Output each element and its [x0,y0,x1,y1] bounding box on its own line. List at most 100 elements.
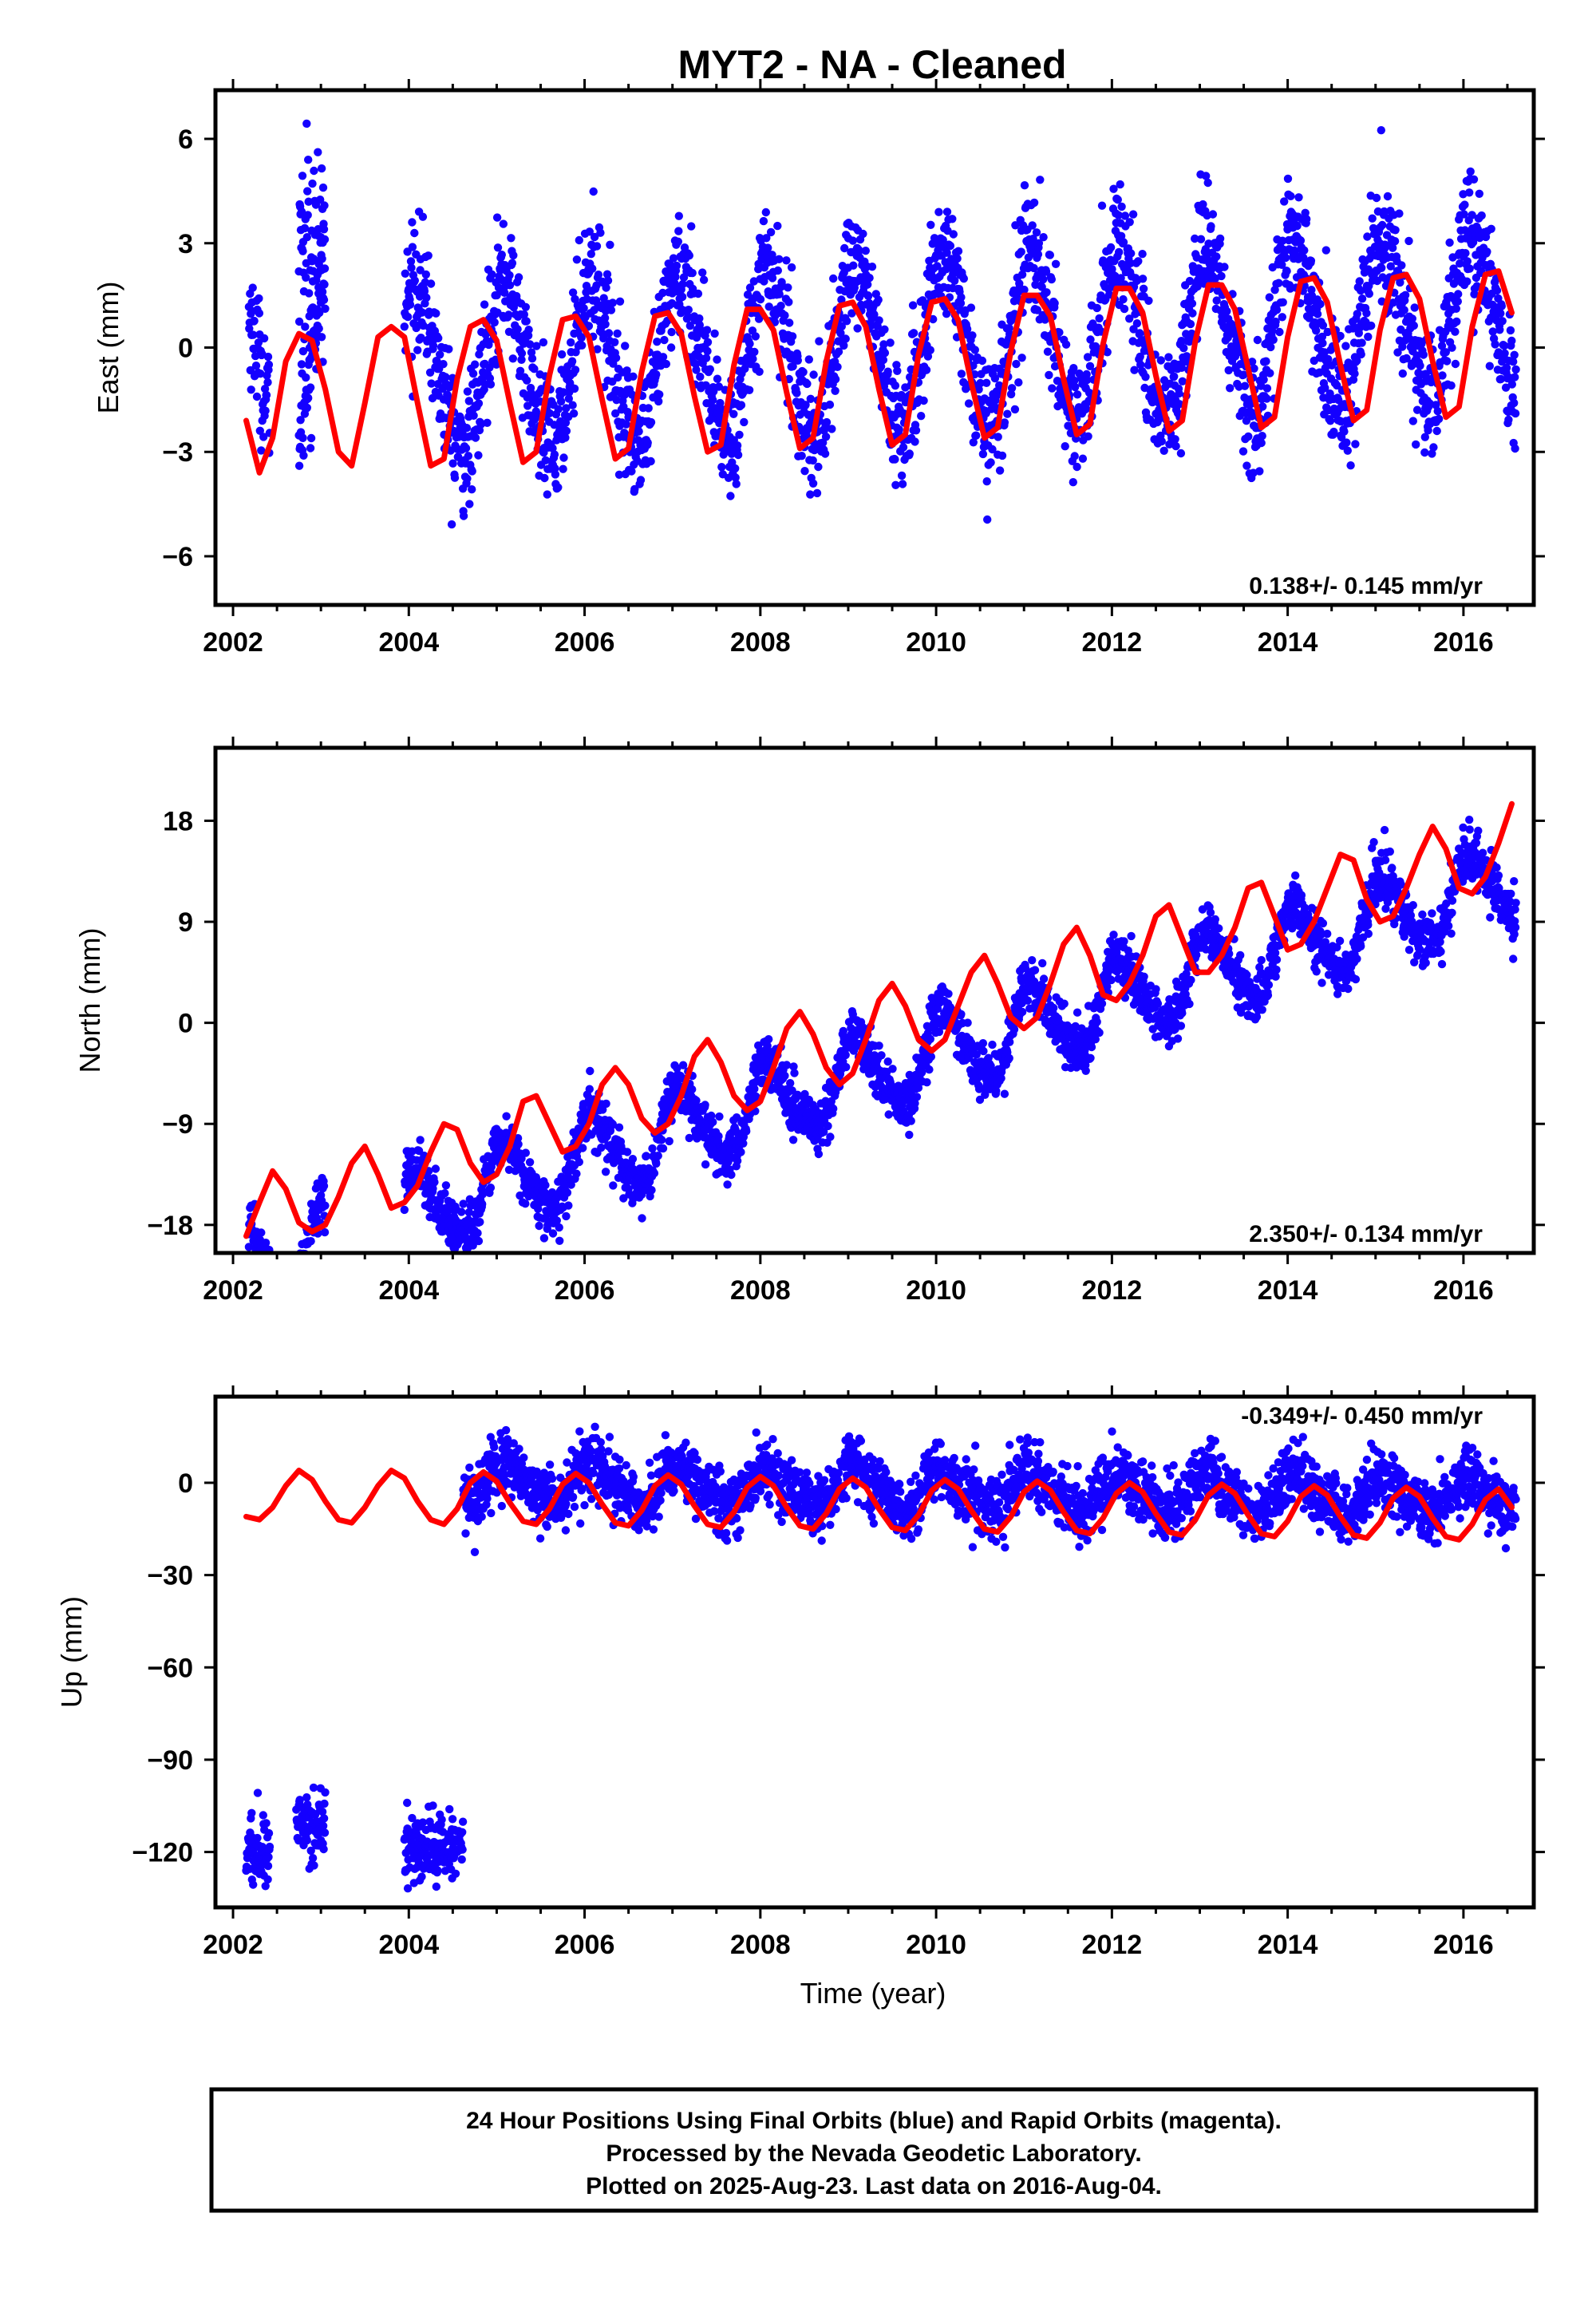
east-data-point [463,387,472,396]
east-data-point [1051,259,1061,268]
north-data-point [478,1190,487,1199]
east-x-tick-label: 2008 [730,627,791,658]
north-data-point [296,1268,304,1276]
east-data-point [1492,286,1502,295]
north-data-point [249,1258,257,1266]
east-data-point [1488,327,1497,336]
east-data-point [875,316,883,325]
east-data-point [1095,314,1104,323]
east-data-point [1164,353,1173,362]
east-data-point [524,326,533,334]
east-data-point [880,349,890,358]
east-data-point [800,467,809,476]
east-data-point [588,264,597,273]
east-data-point [321,304,330,313]
east-data-point [300,223,310,233]
east-data-point [1313,310,1322,318]
east-data-point [1511,409,1520,418]
north-data-point [473,1228,482,1238]
east-data-point [579,304,588,313]
figure-title: MYT2 - NA - Cleaned [678,42,1066,87]
east-data-point [737,401,746,409]
east-data-point [537,385,546,393]
east-data-point [521,302,530,311]
east-data-point [259,433,268,441]
north-data-point [298,1276,306,1284]
north-data-point [416,1136,425,1144]
east-data-point [571,348,580,357]
east-data-point [492,213,502,222]
east-data-point [1404,236,1413,246]
east-data-point [486,380,496,389]
east-data-point [562,404,571,413]
north-data-point [715,1112,724,1121]
east-data-point [1395,209,1404,218]
east-x-tick-label: 2012 [1082,627,1143,658]
east-data-point [500,288,509,297]
east-data-point [1082,405,1091,413]
east-data-point [972,431,981,440]
east-data-point [561,433,570,442]
east-data-point [1113,196,1123,204]
east-y-tick-label: 6 [178,124,193,155]
east-data-point [1510,350,1519,359]
east-data-point [517,355,526,364]
east-data-point [429,342,438,350]
east-data-point [314,225,322,234]
north-data-point [1073,1008,1082,1017]
east-data-point [622,366,631,375]
east-data-point [812,488,822,498]
north-data-point [1005,1037,1014,1046]
east-data-point [1262,357,1270,366]
east-data-point [666,343,676,352]
east-data-point [970,346,980,354]
east-data-point [923,352,933,361]
east-data-point [572,255,582,264]
north-data-point [888,1065,897,1073]
north-data-point [926,1034,935,1044]
east-data-point [410,228,419,238]
east-data-point [1255,467,1264,476]
east-data-point [1275,327,1284,337]
east-data-point [302,373,310,382]
north-data-point [266,1282,274,1290]
east-x-tick-label: 2016 [1433,627,1494,658]
east-data-point [1073,390,1082,399]
east-data-point [465,500,474,508]
north-data-point [826,1132,835,1141]
north-data-point [763,1041,772,1050]
east-data-point [1041,267,1051,276]
north-data-point [750,1085,759,1093]
east-data-point [405,300,415,309]
east-data-point [1412,351,1421,360]
east-data-point [863,280,872,289]
east-data-point [306,354,315,362]
east-data-point [294,461,304,470]
north-data-point [788,1136,798,1144]
east-data-point [709,396,717,405]
east-data-point [1262,394,1271,403]
east-data-point [592,281,601,290]
east-data-point [1265,293,1274,302]
east-data-point [831,386,839,395]
east-data-point [988,445,997,454]
east-data-point [1318,338,1327,348]
east-data-point [1398,369,1408,378]
north-data-point [513,1134,523,1143]
east-data-point [1132,319,1142,328]
north-data-point [1039,974,1049,983]
east-data-point [475,350,484,359]
east-data-point [1357,338,1366,347]
east-data-point [911,437,919,446]
north-data-point [572,1169,581,1178]
north-data-point [521,1199,530,1208]
east-data-point [317,164,326,173]
east-data-point [919,396,928,405]
east-data-point [745,339,754,348]
east-data-point [954,247,963,255]
east-data-point [922,366,931,374]
north-data-point [911,1099,919,1108]
east-data-point [1240,381,1250,390]
east-data-point [880,325,889,334]
east-data-point [629,372,638,381]
